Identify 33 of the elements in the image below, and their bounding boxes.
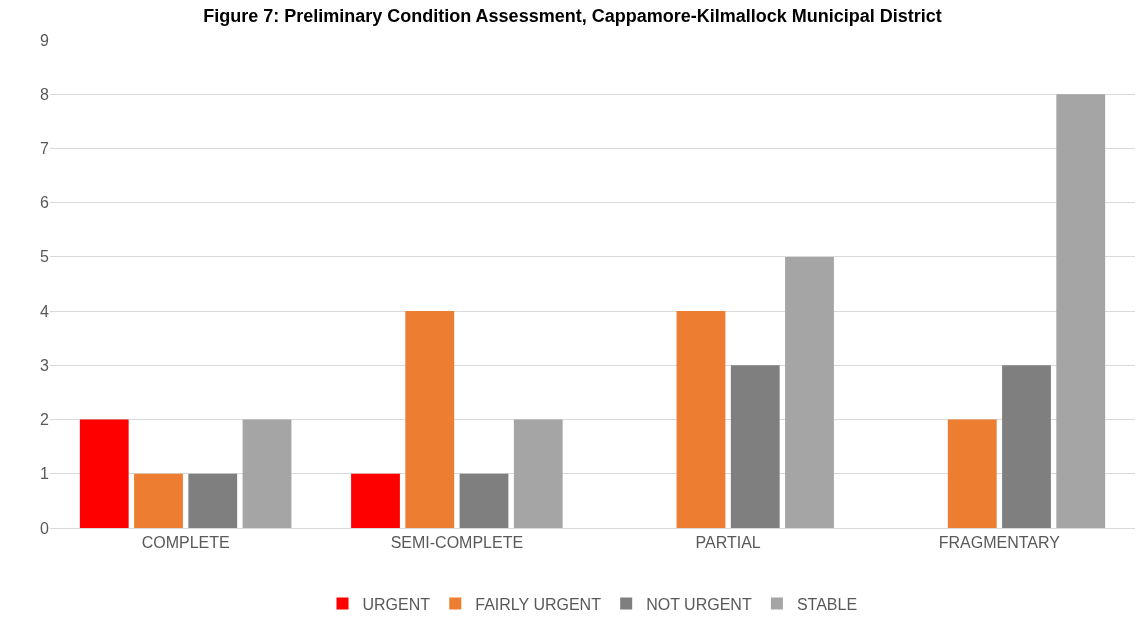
bar: [459, 473, 509, 528]
y-tick-label: 1: [40, 465, 50, 483]
legend-label: FAIRLY URGENT: [475, 595, 602, 613]
bar: [730, 365, 780, 528]
chart-title: Figure 7: Preliminary Condition Assessment, Cappamore-Kilmallock Municipal District: [203, 6, 942, 27]
y-tick-label: 8: [40, 85, 50, 103]
y-tick-label: 9: [40, 31, 50, 49]
x-tick-label: SEMI-COMPLETE: [390, 534, 524, 552]
y-tick-label: 7: [40, 140, 50, 158]
legend-label: STABLE: [796, 595, 858, 613]
bar: [1056, 94, 1106, 528]
y-tick-label: 3: [40, 356, 50, 374]
y-tick-label: 2: [40, 411, 50, 429]
x-tick-label: FRAGMENTARY: [938, 534, 1061, 552]
x-tick-label: COMPLETE: [141, 534, 230, 552]
y-tick-label: 0: [40, 519, 50, 537]
bar: [242, 419, 292, 528]
bar: [134, 473, 183, 528]
legend-label: URGENT: [362, 595, 431, 613]
y-tick-label: 6: [40, 194, 50, 212]
bar: [1002, 365, 1051, 528]
bar: [513, 419, 563, 528]
x-tick-label: PARTIAL: [695, 534, 761, 552]
bar: [79, 419, 129, 528]
bar: [188, 473, 238, 528]
bar: [947, 419, 997, 528]
bar: [676, 311, 726, 528]
y-tick-label: 5: [40, 248, 50, 266]
legend-label: NOT URGENT: [646, 595, 752, 613]
bar: [785, 256, 834, 528]
y-tick-label: 4: [40, 302, 50, 320]
bar: [351, 473, 400, 528]
bar: [405, 311, 455, 528]
